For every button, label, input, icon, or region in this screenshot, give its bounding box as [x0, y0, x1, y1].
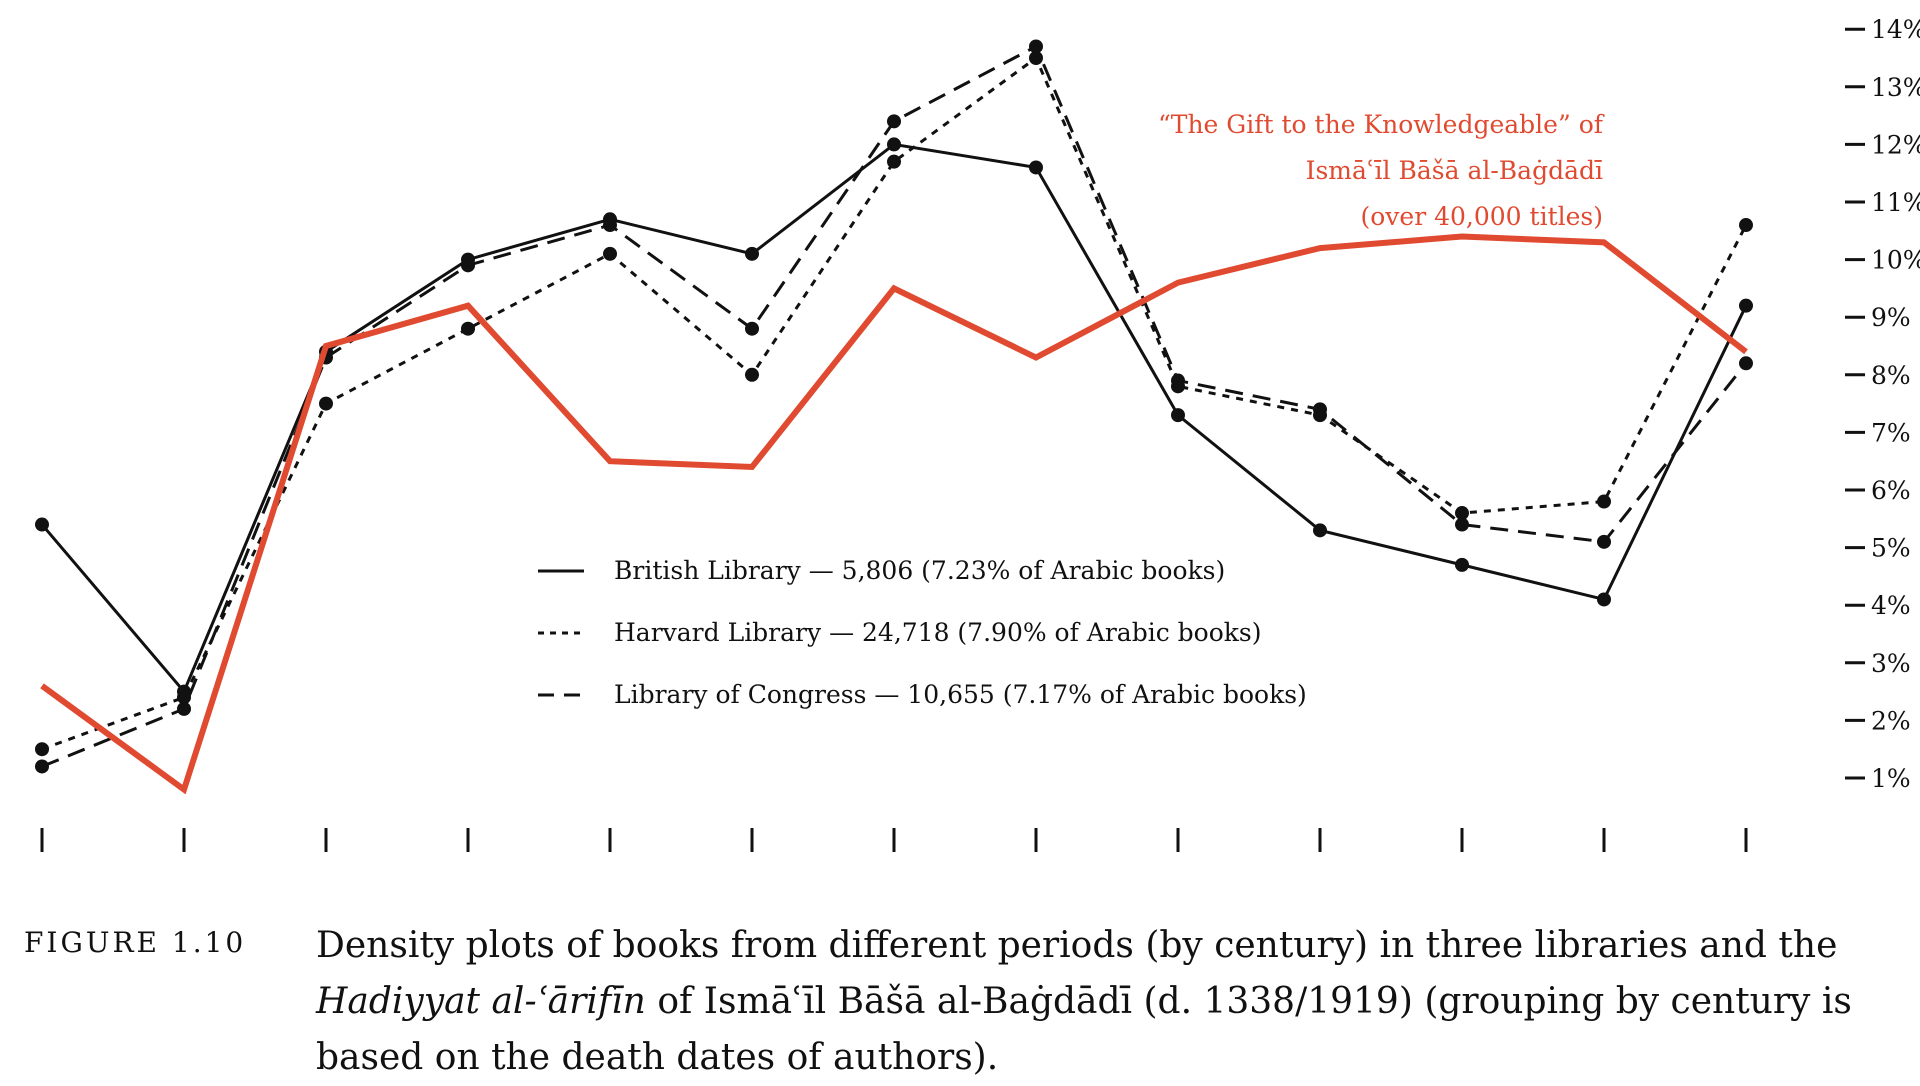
point-solid-16th: [1313, 523, 1327, 538]
y-tick-label-1: 1%: [1871, 764, 1911, 793]
point-solid-18th: [1597, 592, 1611, 607]
y-axis: 1% 2% 3% 4% 5% 6% 7% 8% 9% 10% 11% 12% 13% 14%: [1845, 15, 1920, 793]
series-line-thick: [40, 233, 1748, 795]
point-dotted-8th: [177, 690, 191, 705]
point-dotted-10th: [461, 321, 475, 336]
y-tick-label-7: 7%: [1871, 418, 1911, 447]
series-layer: [35, 39, 1753, 795]
point-solid-19th: [1739, 298, 1753, 313]
annotation-line-3: (over 40,000 titles): [1360, 202, 1603, 231]
point-dotted-19th: [1739, 218, 1753, 233]
x-tick-label-9th: 9th: [305, 857, 347, 860]
point-dashed-18th: [1597, 534, 1611, 549]
point-dashed-11th: [603, 218, 617, 233]
point-dotted-12th: [745, 367, 759, 382]
x-tick-label-18th: 18th: [1575, 857, 1633, 860]
caption-text-after: of Ismāʿīl Bāšā al-Baġdādī (d. 1338/1919…: [316, 981, 1852, 1078]
legend-label-dashed: Library of Congress — 10,655 (7.17% of A…: [614, 680, 1307, 709]
point-solid-15th: [1171, 408, 1185, 423]
point-dotted-7th: [35, 742, 49, 757]
point-solid-13th: [887, 137, 901, 152]
y-tick-label-11: 11%: [1871, 188, 1920, 217]
x-tick-label-8th: 8th: [163, 857, 205, 860]
point-dotted-9th: [319, 396, 333, 411]
x-tick-label-14th: 14th: [1007, 857, 1065, 860]
point-dashed-17th: [1455, 517, 1469, 532]
x-tick-label-16th: 16th: [1291, 857, 1349, 860]
point-solid-12th: [745, 246, 759, 261]
y-tick-label-14: 14%: [1871, 15, 1920, 44]
figure-label: FIGURE 1.10: [24, 926, 247, 959]
y-tick-label-2: 2%: [1871, 706, 1911, 735]
y-tick-label-13: 13%: [1871, 73, 1920, 102]
x-axis: 7th 8th 9th 10th 11th 12th 13th 14th 15th 16th 17t…: [21, 828, 1775, 860]
point-solid-7th: [35, 517, 49, 532]
y-tick-label-12: 12%: [1871, 130, 1920, 159]
y-tick-label-8: 8%: [1871, 361, 1911, 390]
point-dotted-11th: [603, 246, 617, 261]
figure-caption-text: Density plots of books from different pe…: [316, 918, 1901, 1086]
point-dashed-12th: [745, 321, 759, 336]
point-solid-17th: [1455, 557, 1469, 572]
legend-label-solid: British Library — 5,806 (7.23% of Arabic…: [614, 556, 1225, 585]
y-tick-label-5: 5%: [1871, 534, 1911, 563]
annotation-line-2: Ismāʿīl Bāšā al-Baġdādī: [1306, 156, 1603, 185]
x-tick-label-13th: 13th: [865, 857, 923, 860]
point-dashed-15th: [1171, 373, 1185, 388]
point-dashed-14th: [1029, 39, 1043, 54]
point-dashed-19th: [1739, 356, 1753, 371]
point-dotted-17th: [1455, 506, 1469, 521]
y-tick-label-9: 9%: [1871, 303, 1911, 332]
point-dotted-18th: [1597, 494, 1611, 509]
y-tick-label-4: 4%: [1871, 591, 1911, 620]
point-dotted-13th: [887, 154, 901, 169]
y-tick-label-10: 10%: [1871, 246, 1920, 275]
point-dashed-8th: [177, 701, 191, 716]
point-dashed-16th: [1313, 402, 1327, 417]
annotation: “The Gift to the Knowledgeable” of Ismāʿī…: [1158, 110, 1605, 231]
point-solid-14th: [1029, 160, 1043, 175]
x-tick-label-19th: 19th: [1717, 857, 1775, 860]
x-tick-label-7th: 7th: [21, 857, 63, 860]
x-tick-label-15th: 15th: [1149, 857, 1207, 860]
density-chart: 1% 2% 3% 4% 5% 6% 7% 8% 9% 10% 11% 12% 13% 14% 7th 8th…: [21, 15, 1920, 860]
x-tick-label-11th: 11th: [581, 857, 639, 860]
legend-label-dotted: Harvard Library — 24,718 (7.90% of Arabi…: [614, 618, 1262, 647]
annotation-line-1: “The Gift to the Knowledgeable” of: [1158, 110, 1605, 139]
y-tick-label-3: 3%: [1871, 649, 1911, 678]
legend: British Library — 5,806 (7.23% of Arabic…: [538, 556, 1307, 709]
point-dashed-13th: [887, 114, 901, 129]
caption-italic-title: Hadiyyat al-ʿārifīn: [316, 981, 646, 1022]
point-dashed-7th: [35, 759, 49, 774]
point-dashed-10th: [461, 258, 475, 273]
caption-text-before: Density plots of books from different pe…: [316, 925, 1838, 966]
y-tick-label-6: 6%: [1871, 476, 1911, 505]
x-tick-label-17th: 17th: [1433, 857, 1491, 860]
series-line-dashed: [41, 44, 1748, 768]
x-tick-label-12th: 12th: [723, 857, 781, 860]
x-tick-label-10th: 10th: [439, 857, 497, 860]
